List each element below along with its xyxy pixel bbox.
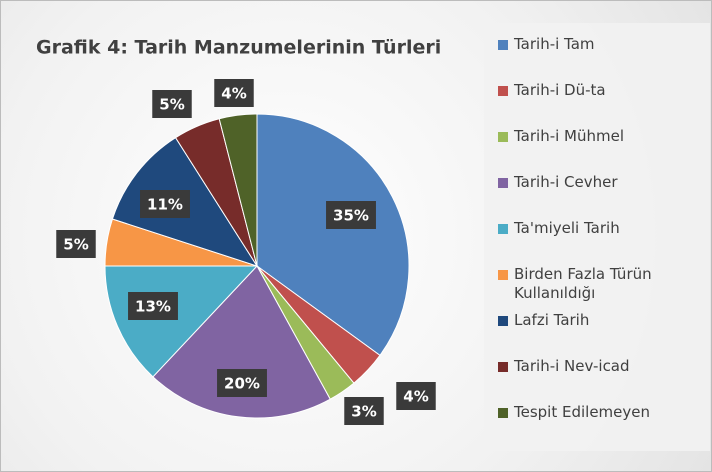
data-label: 3% <box>351 403 376 421</box>
data-label-box <box>396 382 436 410</box>
legend-swatch <box>498 132 508 142</box>
data-label-box <box>326 201 376 229</box>
chart-title: Grafik 4: Tarih Manzumelerinin Türleri <box>36 37 441 59</box>
data-label: 35% <box>333 207 369 225</box>
pie-slice <box>152 265 331 419</box>
legend-swatch <box>498 270 508 280</box>
legend: Tarih-i Tam Tarih-i Dü-ta Tarih-i Mühmel Ta… <box>484 23 710 451</box>
legend-item: Tarih-i Mühmel <box>498 127 698 146</box>
legend-label: Tarih-i Mühmel <box>514 127 625 145</box>
legend-label: Tarih-i Nev-icad <box>514 357 630 375</box>
pie-slice <box>218 113 258 267</box>
legend-swatch <box>498 40 508 50</box>
data-label: 11% <box>147 196 183 214</box>
data-label: 5% <box>63 236 88 254</box>
legend-label: Tarih-i Cevher <box>514 173 618 191</box>
data-label-box <box>214 79 254 107</box>
legend-swatch <box>498 362 508 372</box>
legend-label: Lafzi Tarih <box>514 311 590 329</box>
legend-label: Tespit Edilemeyen <box>514 403 651 421</box>
data-label-box <box>152 90 192 118</box>
data-label: 4% <box>403 388 428 406</box>
data-label: 4% <box>221 85 246 103</box>
legend-item: Tarih-i Nev-icad <box>498 357 698 376</box>
legend-item: Birden Fazla Türün Kullanıldığı <box>498 265 698 303</box>
legend-item: Lafzi Tarih <box>498 311 698 330</box>
data-label-box <box>217 369 267 397</box>
data-label-box <box>56 230 96 258</box>
data-label-box <box>128 292 178 320</box>
legend-label: Ta'miyeli Tarih <box>514 219 620 237</box>
pie-slice <box>256 113 410 357</box>
data-label-box <box>344 397 384 425</box>
legend-swatch <box>498 178 508 188</box>
data-label: 13% <box>135 298 171 316</box>
legend-label: Birden Fazla Türün Kullanıldığı <box>514 265 652 302</box>
legend-swatch <box>498 224 508 234</box>
legend-label: Tarih-i Dü-ta <box>514 81 606 99</box>
legend-item: Tarih-i Cevher <box>498 173 698 192</box>
legend-item: Ta'miyeli Tarih <box>498 219 698 238</box>
data-label-box <box>140 190 190 218</box>
legend-item: Tarih-i Dü-ta <box>498 81 698 100</box>
data-label: 20% <box>224 375 260 393</box>
data-label: 5% <box>159 96 184 114</box>
legend-swatch <box>498 86 508 96</box>
legend-swatch <box>498 408 508 418</box>
legend-swatch <box>498 316 508 326</box>
legend-item: Tarih-i Tam <box>498 35 698 54</box>
legend-item: Tespit Edilemeyen <box>498 403 698 422</box>
legend-label: Tarih-i Tam <box>514 35 595 53</box>
